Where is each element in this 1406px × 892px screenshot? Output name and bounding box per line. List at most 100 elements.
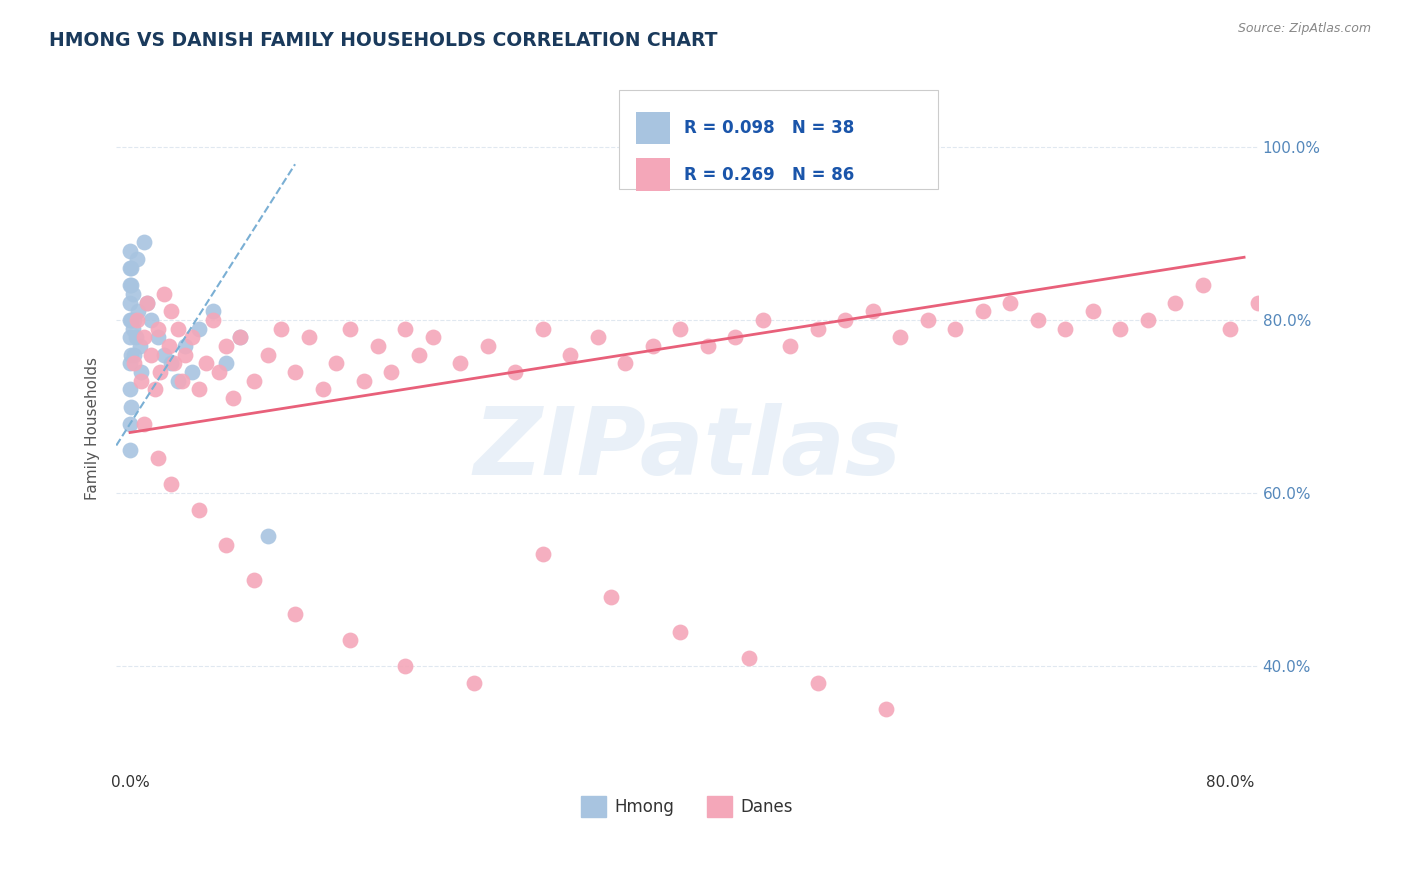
Text: R = 0.098   N = 38: R = 0.098 N = 38 <box>683 119 853 137</box>
Point <box>118 356 141 370</box>
Point <box>187 503 209 517</box>
Point <box>807 676 830 690</box>
Point <box>120 278 142 293</box>
Point <box>160 477 183 491</box>
Point <box>422 330 444 344</box>
Point <box>889 330 911 344</box>
Point <box>174 348 197 362</box>
Point <box>208 365 231 379</box>
Point <box>187 321 209 335</box>
Point <box>128 339 150 353</box>
Point <box>614 356 637 370</box>
Point <box>135 295 157 310</box>
Point <box>1274 287 1296 301</box>
Point <box>463 676 485 690</box>
Point <box>215 356 238 370</box>
Text: ZIPatlas: ZIPatlas <box>472 402 901 495</box>
Point <box>669 624 692 639</box>
Point <box>132 330 155 344</box>
FancyBboxPatch shape <box>636 112 669 145</box>
Point <box>118 442 141 457</box>
Point <box>174 339 197 353</box>
Point <box>139 313 162 327</box>
Point <box>1247 295 1270 310</box>
Point <box>1302 269 1324 284</box>
Point <box>129 374 152 388</box>
Point <box>1219 321 1241 335</box>
Point <box>531 321 554 335</box>
Point <box>172 374 194 388</box>
Point <box>408 348 430 362</box>
Point <box>311 382 333 396</box>
Point <box>194 356 217 370</box>
Point <box>779 339 801 353</box>
Point <box>1109 321 1132 335</box>
Point <box>298 330 321 344</box>
Point <box>167 321 190 335</box>
Point <box>339 321 361 335</box>
Point <box>1191 278 1213 293</box>
Point <box>146 321 169 335</box>
Point <box>118 382 141 396</box>
Point <box>270 321 292 335</box>
FancyBboxPatch shape <box>636 158 669 191</box>
Point <box>394 321 416 335</box>
Point <box>367 339 389 353</box>
Point <box>135 295 157 310</box>
Point <box>862 304 884 318</box>
Point <box>834 313 856 327</box>
Point <box>122 313 145 327</box>
Point <box>121 287 143 301</box>
Point <box>222 391 245 405</box>
Point <box>118 417 141 431</box>
FancyBboxPatch shape <box>619 90 938 189</box>
Point <box>120 348 142 362</box>
Point <box>284 607 307 622</box>
Point <box>917 313 939 327</box>
Point <box>380 365 402 379</box>
Point <box>157 339 180 353</box>
Point <box>124 330 146 344</box>
Point <box>876 702 898 716</box>
Point <box>120 313 142 327</box>
Point <box>149 365 172 379</box>
Point <box>724 330 747 344</box>
Point <box>641 339 664 353</box>
Point <box>120 261 142 276</box>
Point <box>229 330 252 344</box>
Text: R = 0.269   N = 86: R = 0.269 N = 86 <box>683 166 853 184</box>
Point <box>146 330 169 344</box>
Point <box>180 365 202 379</box>
Point <box>215 339 238 353</box>
Point <box>243 374 266 388</box>
Point <box>256 348 278 362</box>
Point <box>1026 313 1049 327</box>
Point <box>1054 321 1077 335</box>
Legend: Hmong, Danes: Hmong, Danes <box>574 789 800 823</box>
Point <box>284 365 307 379</box>
Point <box>153 287 176 301</box>
Point <box>121 321 143 335</box>
Point <box>118 261 141 276</box>
Point <box>118 330 141 344</box>
Point <box>477 339 499 353</box>
Point <box>696 339 718 353</box>
Point <box>1136 313 1159 327</box>
Point <box>503 365 526 379</box>
Point <box>325 356 347 370</box>
Point <box>125 313 148 327</box>
Point <box>160 304 183 318</box>
Text: HMONG VS DANISH FAMILY HOUSEHOLDS CORRELATION CHART: HMONG VS DANISH FAMILY HOUSEHOLDS CORREL… <box>49 31 717 50</box>
Point <box>669 321 692 335</box>
Point <box>229 330 252 344</box>
Point <box>201 304 224 318</box>
Point <box>125 252 148 267</box>
Point <box>153 348 176 362</box>
Point <box>118 295 141 310</box>
Point <box>600 590 623 604</box>
Point <box>127 304 149 318</box>
Point <box>160 356 183 370</box>
Point <box>394 659 416 673</box>
Point <box>122 348 145 362</box>
Point <box>129 365 152 379</box>
